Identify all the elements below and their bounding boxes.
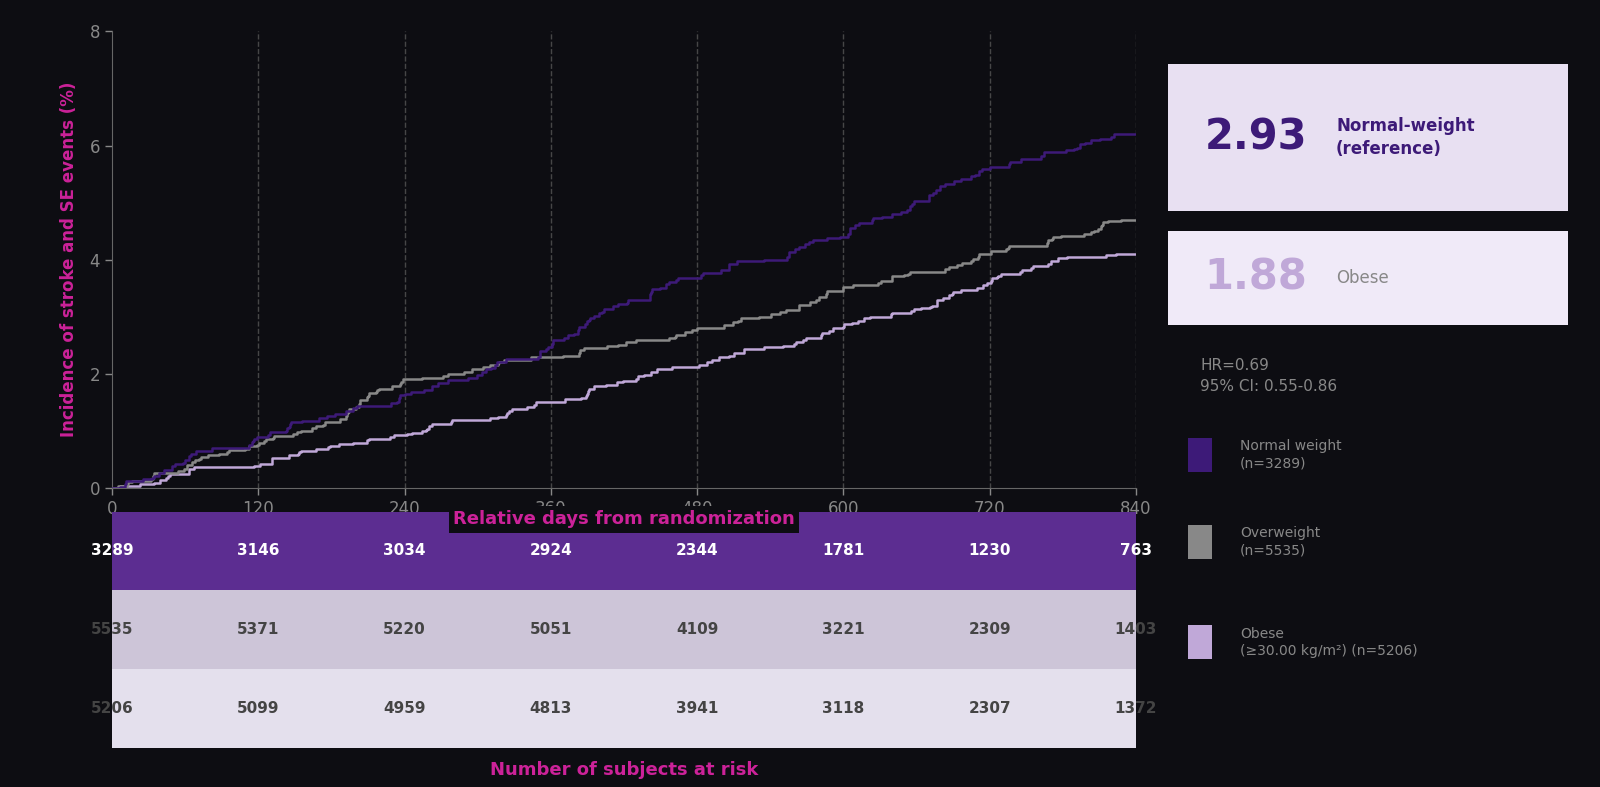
- Text: 763: 763: [1120, 543, 1152, 559]
- Text: 3289: 3289: [91, 543, 133, 559]
- Text: 2344: 2344: [675, 543, 718, 559]
- Text: Relative days from randomization: Relative days from randomization: [453, 511, 795, 528]
- Text: 1.88: 1.88: [1205, 257, 1307, 299]
- Text: Number of subjects at risk: Number of subjects at risk: [490, 761, 758, 779]
- Text: 1403: 1403: [1115, 622, 1157, 637]
- Text: 3118: 3118: [822, 700, 864, 716]
- Text: 2309: 2309: [968, 622, 1011, 637]
- Y-axis label: Incidence of stroke and SE events (%): Incidence of stroke and SE events (%): [61, 82, 78, 438]
- Text: Overweight
(n=5535): Overweight (n=5535): [1240, 527, 1320, 557]
- Bar: [1187, 625, 1213, 660]
- Text: 5535: 5535: [91, 622, 133, 637]
- Text: 1230: 1230: [968, 543, 1011, 559]
- Text: 4813: 4813: [530, 700, 573, 716]
- Text: 5051: 5051: [530, 622, 573, 637]
- Text: 3146: 3146: [237, 543, 280, 559]
- Text: 1372: 1372: [1115, 700, 1157, 716]
- Text: Obese
(≥30.00 kg/m²) (n=5206): Obese (≥30.00 kg/m²) (n=5206): [1240, 626, 1418, 658]
- Text: Normal-weight
(reference): Normal-weight (reference): [1336, 116, 1475, 158]
- Bar: [1168, 231, 1568, 324]
- Text: Obese: Obese: [1336, 269, 1389, 286]
- Text: 4109: 4109: [675, 622, 718, 637]
- Text: 5099: 5099: [237, 700, 280, 716]
- Text: 3221: 3221: [822, 622, 864, 637]
- Text: Normal weight
(n=3289): Normal weight (n=3289): [1240, 439, 1342, 471]
- Text: 3034: 3034: [384, 543, 426, 559]
- Text: 5220: 5220: [382, 622, 426, 637]
- Bar: [1187, 438, 1213, 471]
- Bar: [112, 590, 1136, 669]
- Text: 5371: 5371: [237, 622, 280, 637]
- Text: 3941: 3941: [675, 700, 718, 716]
- Text: HR=0.69
95% CI: 0.55-0.86: HR=0.69 95% CI: 0.55-0.86: [1200, 358, 1338, 394]
- Text: 1781: 1781: [822, 543, 864, 559]
- Text: 2924: 2924: [530, 543, 573, 559]
- Text: 5206: 5206: [91, 700, 133, 716]
- Bar: [1168, 64, 1568, 211]
- Bar: [112, 512, 1136, 590]
- Text: 4959: 4959: [384, 700, 426, 716]
- Bar: [1187, 525, 1213, 559]
- Text: 2307: 2307: [968, 700, 1011, 716]
- Text: 2.93: 2.93: [1205, 116, 1307, 158]
- Bar: [112, 669, 1136, 748]
